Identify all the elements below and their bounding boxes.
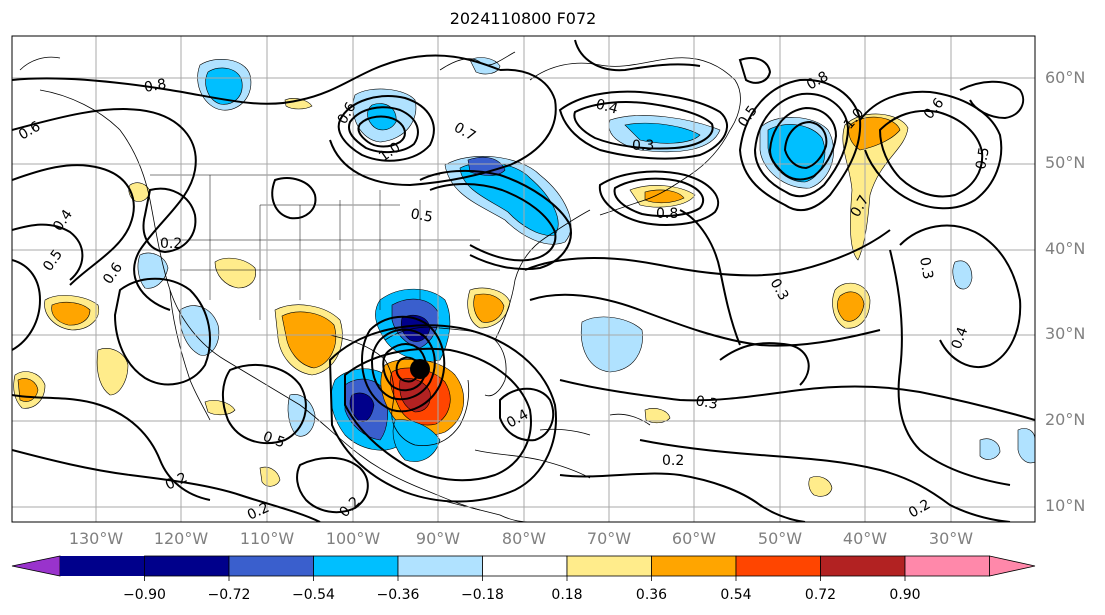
shaded-field — [13, 57, 1035, 497]
colorbar-segment — [735, 555, 821, 577]
lon-label: 60°W — [671, 529, 717, 548]
contour-label: 0.3 — [632, 138, 654, 154]
colorbar-segment — [482, 555, 568, 577]
gridlines — [12, 36, 1035, 522]
colorbar-segment — [144, 555, 230, 577]
colorbar — [11, 555, 1036, 581]
lon-label: 80°W — [501, 529, 547, 548]
contour-label: 0.8 — [143, 76, 168, 96]
colorbar-tick-label: −0.18 — [461, 587, 504, 603]
contour-label: 0.5 — [261, 429, 287, 452]
colorbar-low-extension — [11, 555, 61, 577]
colorbar-segment — [60, 556, 145, 576]
contour-label: 0.2 — [160, 236, 182, 252]
contour-label: 0.2 — [662, 453, 684, 469]
lon-label: 50°W — [757, 529, 803, 548]
contours — [12, 39, 1035, 522]
colorbar-high-extension — [989, 555, 1036, 577]
colorbar-tick-marks — [144, 576, 906, 581]
contour-label: 0.3 — [916, 256, 936, 281]
colorbar-tick-label: 0.36 — [635, 587, 668, 603]
lat-label: 40°N — [1045, 239, 1086, 258]
lon-label: 120°W — [153, 529, 209, 548]
colorbar-tick-label: −0.36 — [376, 587, 420, 603]
lat-label: 30°N — [1045, 324, 1086, 343]
colorbar-segment — [397, 555, 483, 577]
colorbar-segment — [904, 555, 990, 577]
lon-label: 90°W — [415, 529, 461, 548]
lon-label: 130°W — [68, 529, 124, 548]
lon-label: 70°W — [586, 529, 632, 548]
colorbar-segment — [228, 555, 314, 577]
lon-label: 100°W — [325, 529, 381, 548]
lon-label: 110°W — [239, 529, 295, 548]
contour-label: 0.8 — [656, 206, 678, 222]
colorbar-segment — [313, 555, 399, 577]
colorbar-tick-label: −0.54 — [292, 587, 335, 603]
lon-label: 30°W — [928, 529, 974, 548]
lat-label: 20°N — [1045, 410, 1086, 429]
colorbar-segment — [651, 555, 737, 577]
hurricane-center-marker — [410, 359, 430, 379]
colorbar-segment — [820, 555, 906, 577]
colorbar-segment — [566, 555, 652, 577]
map-frame — [11, 35, 1036, 523]
colorbar-tick-label: 0.90 — [889, 587, 921, 603]
colorbar-tick-label: −0.72 — [207, 587, 251, 603]
contour-label: 0.5 — [973, 146, 993, 171]
contour-label: 0.4 — [949, 325, 972, 351]
lon-label: 40°W — [842, 529, 888, 548]
contour-label: 0.3 — [694, 393, 719, 413]
coastlines — [19, 51, 741, 522]
colorbar-tick-label: 0.18 — [551, 587, 583, 603]
contour-label: 0.4 — [594, 96, 620, 117]
lat-label: 10°N — [1045, 496, 1086, 515]
colorbar-tick-label: 0.54 — [720, 587, 752, 603]
lat-label: 60°N — [1045, 68, 1086, 87]
colorbar-tick-label: −0.90 — [123, 587, 166, 603]
contour-label: 0.5 — [409, 206, 434, 226]
colorbar-tick-label: 0.72 — [804, 587, 837, 603]
state-borders — [150, 174, 500, 320]
map-title: 2024110800 F072 — [449, 9, 597, 28]
lat-label: 50°N — [1045, 153, 1086, 172]
